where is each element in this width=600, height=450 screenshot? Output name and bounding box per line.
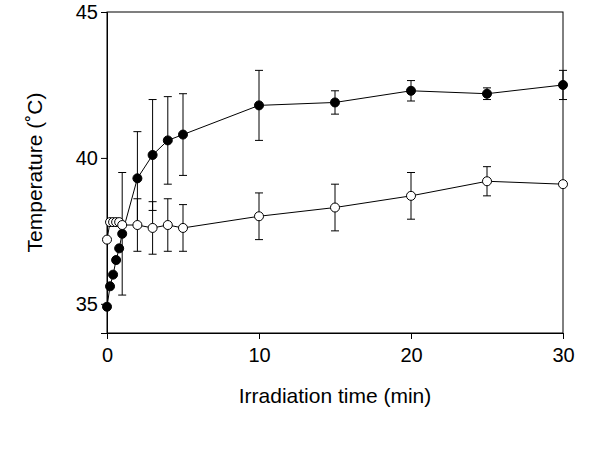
error-bar [164,199,172,252]
error-bar-line [483,88,491,100]
marker [407,191,416,200]
series-line [107,181,563,239]
tick-label: 30 [552,344,574,366]
tick-mark [101,12,107,13]
error-bar-line [407,173,415,220]
error-bar-line [149,202,157,255]
error-bar [164,97,172,185]
tick-label: 45 [76,1,98,23]
y-axis: 35 40 45 [76,1,108,334]
error-bar-line [118,173,126,296]
chart: 0 10 20 30 35 40 45 Irradiation time (min) Tempe… [0,0,600,450]
tick: 30 [552,333,574,366]
error-bar [179,205,187,252]
error-bar [255,193,263,240]
marker [163,221,172,230]
tick-label: 35 [76,293,98,315]
tick-label: 10 [248,344,270,366]
marker [115,244,124,253]
error-bar-line [164,199,172,252]
tick: 20 [400,333,422,366]
marker [103,235,112,244]
marker [103,302,112,311]
tick: 45 [76,1,107,23]
error-bar-line [407,81,415,101]
marker [109,270,118,279]
marker [559,80,568,89]
error-bar-line [164,97,172,185]
y-axis-title: Temperature (˚C) [23,93,46,253]
marker [118,229,127,238]
error-bar [149,202,157,255]
error-bar [331,184,339,231]
tick-mark [411,333,412,339]
error-bar [559,70,567,99]
error-bar-line [255,70,263,140]
error-bar [179,94,187,176]
series-line [107,85,563,307]
x-axis: 0 10 20 30 [102,333,575,366]
tick-label: 40 [76,147,98,169]
error-bar [255,70,263,140]
error-bar-line [331,91,339,114]
marker [483,177,492,186]
error-bar [118,173,126,296]
tick-mark [563,333,564,339]
marker [255,212,264,221]
error-bar-line [179,94,187,176]
marker [179,130,188,139]
error-bar-line [331,184,339,231]
marker [179,223,188,232]
error-bar-line [133,199,141,252]
error-bar-line [255,193,263,240]
tick: 35 [76,293,107,315]
marker [331,98,340,107]
tick-label: 0 [102,344,113,366]
plot: 0 10 20 30 35 40 45 [76,1,575,366]
error-bar [407,173,415,220]
tick: 40 [76,147,107,169]
data-area [103,70,568,311]
marker [133,174,142,183]
marker [148,223,157,232]
marker [331,203,340,212]
tick-label: 20 [400,344,422,366]
error-bar [133,199,141,252]
series [103,167,568,255]
marker [559,180,568,189]
marker [106,282,115,291]
error-bar-line [483,167,491,196]
tick-mark [259,333,260,339]
marker [133,221,142,230]
error-bar-line [559,70,567,99]
tick: 10 [248,333,270,366]
error-bar [407,81,415,101]
marker [118,221,127,230]
error-bar-line [149,100,157,211]
tick-mark [101,158,107,159]
marker [112,256,121,265]
axis-line [108,334,564,340]
error-bar [483,167,491,196]
marker [148,150,157,159]
marker [255,101,264,110]
marker [407,86,416,95]
series [103,70,568,311]
tick: 0 [102,333,113,366]
error-bar-line [179,205,187,252]
x-axis-title: Irradiation time (min) [239,384,432,407]
marker [163,136,172,145]
error-bar [149,100,157,211]
error-bar [331,91,339,114]
plot-frame [107,12,563,333]
marker [483,89,492,98]
error-bar [483,88,491,100]
